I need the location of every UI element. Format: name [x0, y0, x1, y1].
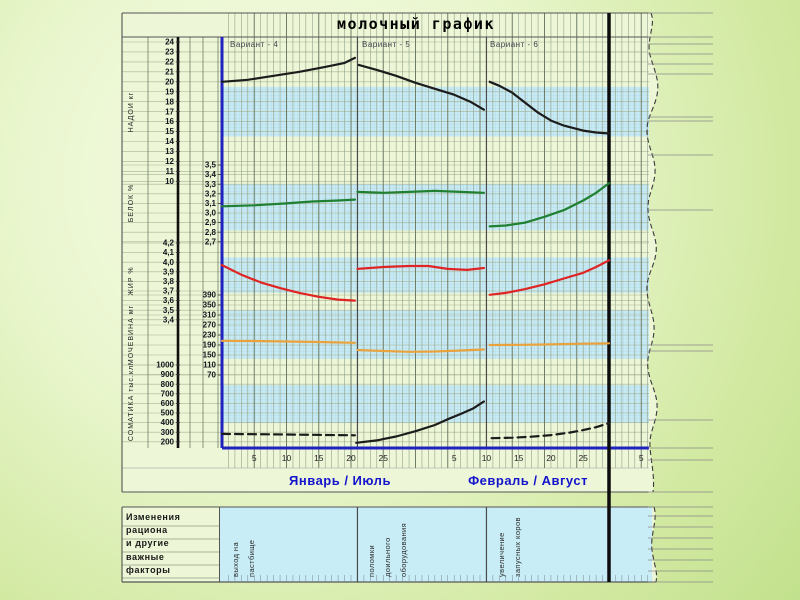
factors-note-line: и другие: [126, 538, 170, 549]
svg-text:21: 21: [165, 67, 174, 76]
svg-text:16: 16: [165, 117, 174, 126]
svg-text:3,5: 3,5: [163, 306, 175, 315]
annotation-equipment-breakdown: поломки доильного оборудования: [367, 522, 408, 577]
svg-text:20: 20: [346, 453, 356, 463]
svg-text:20: 20: [546, 453, 556, 463]
svg-text:70: 70: [207, 371, 216, 380]
axis-title-zhir: ЖИР %: [128, 266, 135, 295]
month-label-right: Февраль / Август: [468, 473, 588, 488]
annotation-pasture: выход на пастбище: [231, 539, 256, 577]
axis-title-mochevina: МОЧЕВИНА мг: [128, 305, 135, 365]
svg-text:3,0: 3,0: [205, 209, 217, 218]
svg-text:3,4: 3,4: [163, 315, 175, 324]
svg-text:3,5: 3,5: [205, 161, 217, 170]
svg-text:4,2: 4,2: [163, 239, 175, 248]
svg-text:500: 500: [161, 409, 175, 418]
svg-text:13: 13: [165, 147, 174, 156]
grid-horizontal: [122, 41, 649, 579]
factors-note: Изменения рациона и другие важные фактор…: [126, 511, 221, 577]
svg-text:20: 20: [165, 77, 174, 86]
svg-text:15: 15: [314, 453, 324, 463]
svg-text:350: 350: [203, 301, 217, 310]
svg-text:270: 270: [203, 321, 217, 330]
svg-text:11: 11: [166, 167, 175, 176]
svg-text:3,6: 3,6: [163, 296, 175, 305]
svg-text:10: 10: [482, 453, 492, 463]
svg-text:3,8: 3,8: [163, 277, 175, 286]
svg-text:3,4: 3,4: [205, 170, 217, 179]
svg-text:10: 10: [165, 177, 174, 186]
svg-text:3,2: 3,2: [205, 189, 217, 198]
svg-text:25: 25: [578, 453, 588, 463]
svg-text:23: 23: [165, 48, 174, 57]
svg-text:1000: 1000: [156, 361, 174, 370]
svg-text:600: 600: [161, 399, 175, 408]
svg-text:400: 400: [161, 418, 175, 427]
series-somatika: [220, 400, 611, 444]
svg-text:190: 190: [203, 341, 217, 350]
svg-text:230: 230: [203, 331, 217, 340]
factors-note-line: рациона: [126, 525, 168, 536]
svg-text:15: 15: [165, 127, 174, 136]
axis-title-belok: БЕЛОК %: [128, 184, 135, 223]
section-label-variant-6: Вариант - 6: [490, 40, 539, 49]
svg-text:900: 900: [161, 370, 175, 379]
svg-text:12: 12: [165, 157, 174, 166]
svg-text:25: 25: [379, 453, 389, 463]
svg-text:3,7: 3,7: [163, 287, 175, 296]
annotation-panel: [219, 507, 652, 582]
svg-text:110: 110: [203, 361, 216, 370]
svg-text:10: 10: [282, 453, 292, 463]
axis-title-somatika: СОМАТИКА тыс.кл: [128, 365, 135, 441]
svg-text:300: 300: [161, 428, 175, 437]
section-label-variant-4: Вариант - 4: [230, 40, 279, 49]
section-label-variant-5: Вариант - 5: [362, 40, 411, 49]
svg-text:2,9: 2,9: [205, 218, 217, 227]
axis-title-nadoi: НАДОИ кг: [128, 92, 135, 133]
svg-text:2,8: 2,8: [205, 228, 217, 237]
svg-text:5: 5: [639, 453, 644, 463]
svg-text:22: 22: [165, 58, 174, 67]
svg-text:14: 14: [165, 137, 174, 146]
svg-text:3,3: 3,3: [205, 180, 217, 189]
series-mochevina: [220, 339, 611, 353]
svg-text:700: 700: [161, 389, 175, 398]
svg-text:800: 800: [161, 380, 175, 389]
svg-text:3,9: 3,9: [163, 267, 175, 276]
chart-title: молочный график: [337, 15, 495, 33]
table-borders: [121, 12, 659, 583]
svg-text:15: 15: [514, 453, 524, 463]
ruled-extensions: [648, 12, 713, 583]
svg-text:150: 150: [203, 351, 217, 360]
svg-text:5: 5: [452, 453, 457, 463]
svg-text:18: 18: [165, 97, 174, 106]
svg-text:390: 390: [203, 291, 217, 300]
svg-text:2,7: 2,7: [205, 237, 217, 246]
month-label-left: Январь / Июль: [289, 473, 391, 488]
svg-text:4,1: 4,1: [163, 248, 175, 257]
svg-text:5: 5: [252, 453, 257, 463]
series-belok: [220, 182, 611, 228]
svg-text:200: 200: [161, 437, 175, 446]
factors-note-line: важные: [126, 551, 165, 562]
x-axis-ticks: 5 10 15 20 25 5 10 15 20 25 5: [252, 453, 644, 463]
factors-note-line: факторы: [126, 564, 171, 575]
svg-text:19: 19: [165, 87, 174, 96]
svg-text:3,1: 3,1: [205, 199, 217, 208]
factors-note-line: Изменения: [126, 512, 181, 522]
series-nadoi: [220, 56, 611, 135]
svg-text:24: 24: [165, 38, 174, 47]
series-zhir: [220, 259, 611, 302]
svg-text:310: 310: [203, 311, 217, 320]
annotation-dry-cows-increase: увеличение запусных коров: [497, 517, 522, 577]
svg-text:4,0: 4,0: [163, 258, 175, 267]
svg-text:17: 17: [165, 107, 174, 116]
